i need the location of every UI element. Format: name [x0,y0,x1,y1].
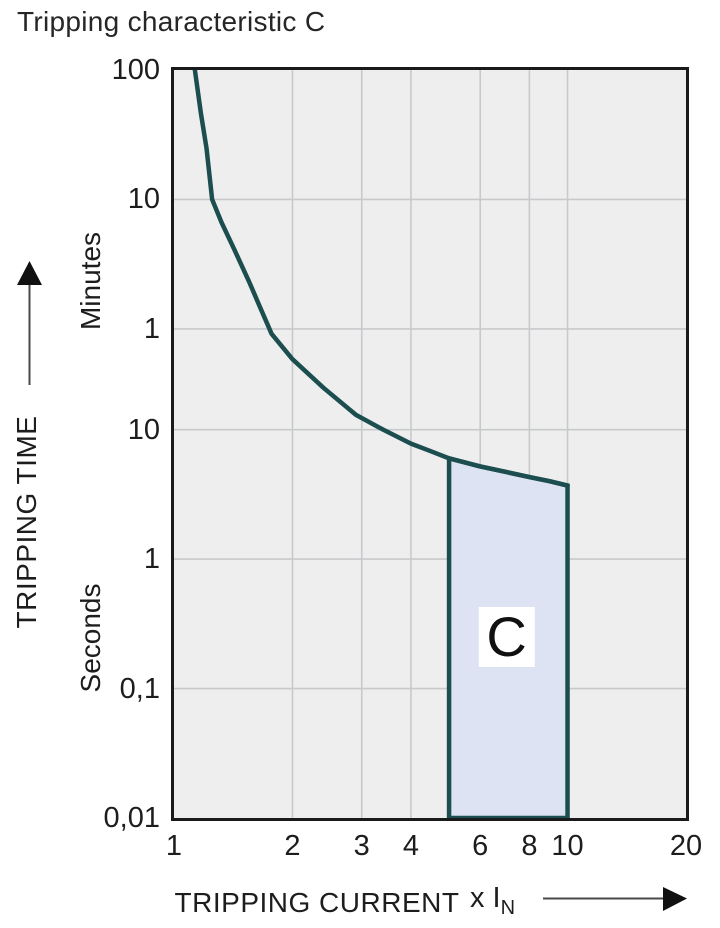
x-tick-label-6: 6 [472,830,489,862]
x-tick-label-3: 3 [353,830,370,862]
plot-area [171,67,689,821]
y-tick-label-seconds-0,1: 0,1 [119,672,160,705]
y-tick-label-seconds-0,01: 0,01 [103,802,160,834]
x-axis-title: TRIPPING CURRENT [174,887,460,918]
x-axis-unit-label: x IN [470,882,515,920]
chart-title: Tripping characteristic C [17,6,326,37]
plot-svg [174,70,686,818]
tripping-curve [192,70,570,488]
x-tick-label-4: 4 [402,830,419,862]
x-tick-label-2: 2 [284,830,301,862]
y-tick-label-seconds-1: 1 [143,543,160,576]
x-tick-label-8: 8 [521,830,538,862]
x-unit-prefix: x I [470,882,501,914]
x-tick-label-20: 20 [669,830,703,862]
x-tick-label-10: 10 [551,830,584,862]
y-tick-label-seconds-10: 10 [127,413,160,446]
y-axis-arrow-up-icon [17,261,42,385]
x-axis-arrow-right-icon [543,887,687,911]
y-axis-title: TRIPPING TIME [11,415,42,629]
y-tick-label-minutes-1: 1 [143,312,160,345]
y-tick-label-minutes-100: 100 [111,54,160,86]
x-unit-subscript: N [500,896,516,919]
x-tick-label-1: 1 [165,830,183,862]
y-tick-label-minutes-10: 10 [127,183,160,216]
region-c-label: C [478,607,535,668]
